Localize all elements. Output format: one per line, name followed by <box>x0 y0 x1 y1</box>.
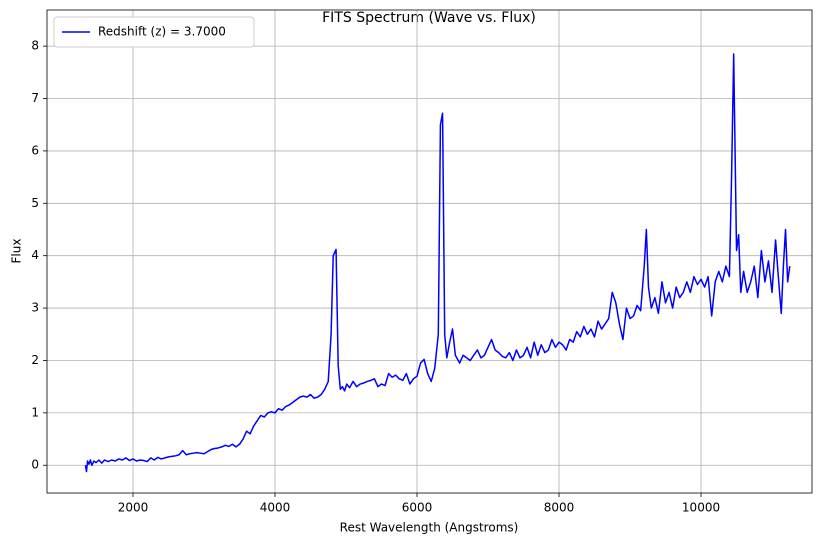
x-axis-label: Rest Wavelength (Angstroms) <box>340 521 519 535</box>
legend-label: Redshift (z) = 3.7000 <box>98 25 226 39</box>
plot-frame <box>46 9 813 494</box>
x-tick-label: 10000 <box>682 501 720 515</box>
x-tick-label: 4000 <box>260 501 291 515</box>
y-tick-label: 1 <box>31 405 39 419</box>
y-tick-label: 5 <box>31 196 39 210</box>
y-tick-label: 4 <box>31 248 39 262</box>
y-tick-label: 8 <box>31 39 39 53</box>
y-tick-label: 0 <box>31 458 39 472</box>
y-axis-label: Flux <box>10 239 24 264</box>
x-tick-label: 8000 <box>544 501 575 515</box>
line-series <box>84 53 791 473</box>
chart-title: FITS Spectrum (Wave vs. Flux) <box>322 10 536 26</box>
x-tick-label: 2000 <box>118 501 149 515</box>
x-tick-label: 6000 <box>402 501 433 515</box>
y-tick-label: 6 <box>31 143 39 157</box>
y-tick-label: 7 <box>31 91 39 105</box>
y-tick-label: 2 <box>31 353 39 367</box>
y-tick-label: 3 <box>31 301 39 315</box>
legend-box <box>53 16 255 48</box>
